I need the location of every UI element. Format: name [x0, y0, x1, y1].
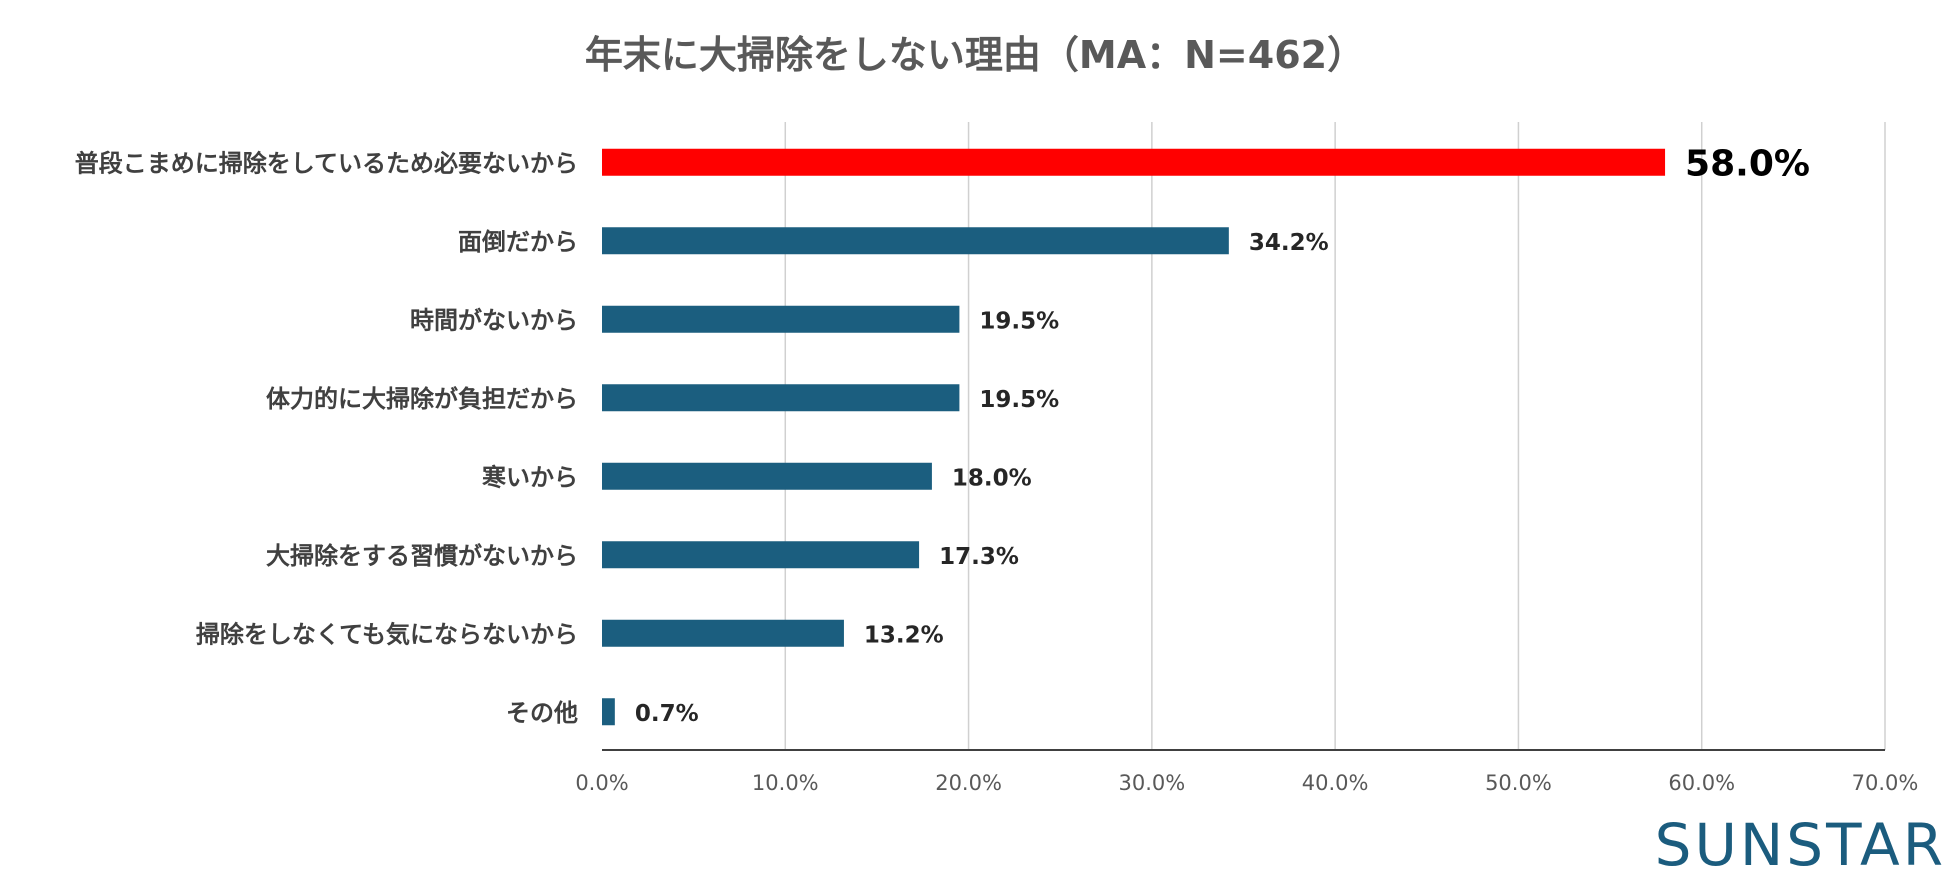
category-label: 寒いから [482, 463, 578, 491]
x-tick-labels: 0.0% 10.0% 20.0% 30.0% 40.0% 50.0% 60.0% 70.0% [575, 771, 1918, 795]
category-label: 面倒だから [458, 228, 578, 256]
bar [602, 541, 920, 569]
category-label: 掃除をしなくても気にならないから [196, 620, 578, 648]
x-tick-label: 20.0% [935, 771, 1002, 795]
data-label: 34.2% [1249, 230, 1329, 256]
bar [602, 698, 615, 726]
category-label: その他 [506, 699, 578, 727]
data-label: 17.3% [939, 544, 1019, 570]
chart-title: 年末に大掃除をしない理由（MA：N=462） [585, 33, 1365, 77]
x-tick-label: 40.0% [1302, 771, 1369, 795]
category-label: 大掃除をする習慣がないから [266, 542, 578, 570]
bars [602, 148, 1666, 726]
bar [602, 148, 1666, 176]
data-label: 19.5% [979, 387, 1059, 413]
x-tick-label: 10.0% [752, 771, 819, 795]
data-label: 0.7% [635, 701, 699, 727]
category-labels: 普段こまめに掃除をしているため必要ないから面倒だから時間がないから体力的に大掃除… [75, 149, 578, 727]
gridlines [784, 122, 1886, 750]
data-label: 13.2% [864, 622, 944, 648]
data-labels: 58.0% 34.2% 19.5% 19.5% 18.0% 17.3% 13.2% 0.7% [635, 143, 1810, 727]
bar [602, 619, 844, 647]
data-label: 58.0% [1685, 143, 1810, 184]
x-tick-label: 60.0% [1668, 771, 1735, 795]
bar [602, 305, 960, 333]
sunstar-logo: SUNSTAR [1654, 811, 1946, 879]
data-label: 18.0% [952, 465, 1032, 491]
x-tick-label: 70.0% [1852, 771, 1919, 795]
x-tick-label: 50.0% [1485, 771, 1552, 795]
bar [602, 227, 1229, 255]
category-label: 普段こまめに掃除をしているため必要ないから [75, 149, 578, 177]
data-label: 19.5% [979, 308, 1059, 334]
bar [602, 384, 960, 412]
category-label: 体力的に大掃除が負担だから [266, 385, 578, 413]
x-tick-label: 30.0% [1118, 771, 1185, 795]
category-label: 時間がないから [410, 306, 578, 334]
x-tick-label: 0.0% [575, 771, 628, 795]
bar [602, 462, 932, 490]
